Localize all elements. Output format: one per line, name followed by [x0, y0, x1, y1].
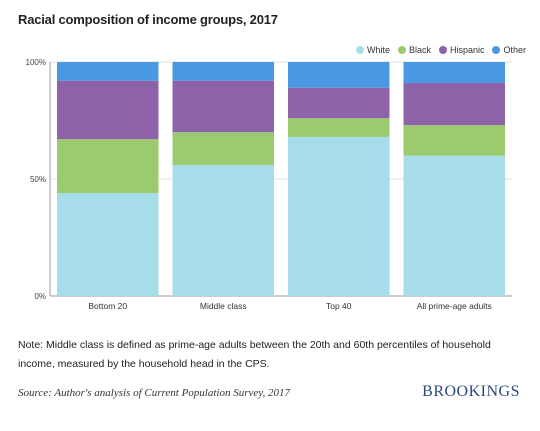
- chart-title: Racial composition of income groups, 201…: [18, 12, 278, 27]
- legend-swatch-white: [355, 46, 364, 54]
- bar-segment-other: [288, 62, 390, 88]
- bar-segment-hispanic: [403, 83, 505, 126]
- bar-segment-other: [403, 62, 505, 84]
- bar-segment-black: [403, 125, 505, 156]
- brookings-logo: BROOKINGS: [422, 383, 520, 400]
- legend-item-white[interactable]: White: [355, 45, 390, 55]
- legend-item-other[interactable]: Other: [492, 45, 526, 55]
- legend-label-other: Other: [503, 45, 526, 55]
- legend-label-white: White: [366, 45, 390, 55]
- bar-segment-white: [288, 136, 390, 296]
- legend-item-black[interactable]: Black: [397, 45, 431, 55]
- legend-item-hispanic[interactable]: Hispanic: [438, 45, 485, 55]
- y-tick-label: 0%: [34, 292, 46, 301]
- x-tick-label: All prime-age adults: [417, 301, 492, 311]
- chart-note: Note: Middle class is defined as prime-a…: [18, 339, 491, 370]
- bar-segment-black: [172, 132, 274, 165]
- bar-segment-white: [403, 155, 505, 296]
- legend-label-black: Black: [408, 45, 431, 55]
- x-tick-label: Top 40: [326, 301, 352, 311]
- bar-segment-white: [172, 164, 274, 296]
- bar-segment-black: [57, 139, 159, 194]
- chart-legend: White Black Hispanic Other: [355, 45, 526, 55]
- y-tick-label: 100%: [26, 58, 46, 67]
- legend-swatch-black: [397, 46, 406, 54]
- bar-segment-black: [288, 118, 390, 137]
- chart-source: Source: Author's analysis of Current Pop…: [18, 387, 291, 399]
- legend-label-hispanic: Hispanic: [449, 45, 485, 55]
- bar-segment-other: [57, 62, 159, 81]
- bar-segment-other: [172, 62, 274, 81]
- y-tick-label: 50%: [30, 175, 46, 184]
- bar-segment-hispanic: [288, 87, 390, 119]
- x-tick-label: Bottom 20: [88, 301, 127, 311]
- legend-swatch-hispanic: [438, 46, 447, 54]
- legend-swatch-other: [492, 46, 501, 54]
- x-tick-label: Middle class: [200, 301, 247, 311]
- bar-segment-hispanic: [172, 80, 274, 133]
- bar-segment-hispanic: [57, 80, 159, 140]
- bar-segment-white: [57, 193, 159, 296]
